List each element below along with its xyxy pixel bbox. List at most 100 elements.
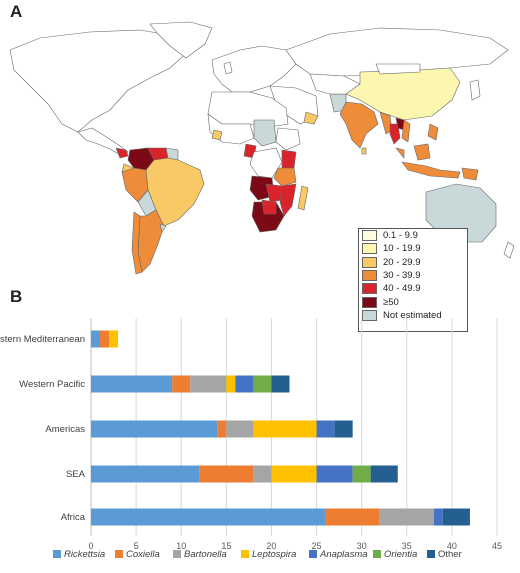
legend-label: 20 - 29.9 xyxy=(383,256,421,268)
bar-segment xyxy=(217,420,227,438)
legend-label: 30 - 39.9 xyxy=(383,270,421,282)
legend-label: ≥50 xyxy=(383,296,399,308)
map-legend-item: 0.1 - 9.9 xyxy=(359,229,467,242)
map-uk xyxy=(223,61,233,75)
map-legend-item: 40 - 49.9 xyxy=(359,282,467,295)
category-label: SEA xyxy=(66,469,86,480)
category-label: Americas xyxy=(45,424,85,435)
map-sri-lanka xyxy=(361,147,367,155)
map-australia xyxy=(425,183,497,243)
bar-segment xyxy=(316,420,335,438)
series-legend-label: Leptospira xyxy=(252,549,296,560)
x-tick-label: 40 xyxy=(447,541,457,551)
bar-segment xyxy=(316,465,353,483)
legend-label: 40 - 49.9 xyxy=(383,283,421,295)
map-legend-item: Not estimated xyxy=(359,309,467,322)
legend-swatch xyxy=(115,550,123,558)
bar-segment xyxy=(370,465,398,483)
map-indonesia xyxy=(401,161,461,179)
bar-segment xyxy=(109,330,119,348)
legend-swatch xyxy=(427,550,435,558)
map-botswana xyxy=(261,199,277,215)
bar-segment xyxy=(91,465,200,483)
bar-segment xyxy=(271,465,317,483)
map-legend-item: 20 - 29.9 xyxy=(359,256,467,269)
series-legend-label: Bartonella xyxy=(184,549,227,560)
legend-swatch xyxy=(362,230,377,242)
map-thailand xyxy=(389,123,401,145)
map-legend: 0.1 - 9.9 10 - 19.9 20 - 29.9 30 - 39.9 … xyxy=(358,228,468,332)
map-north-america xyxy=(9,29,191,133)
legend-swatch xyxy=(362,296,377,308)
bar-segment xyxy=(442,508,470,526)
world-map-svg xyxy=(9,21,515,275)
legend-label: Not estimated xyxy=(383,309,442,321)
x-tick-label: 5 xyxy=(134,541,139,551)
map-legend-item: ≥50 xyxy=(359,295,467,308)
map-chile xyxy=(131,211,143,275)
category-label: Western Pacific xyxy=(19,379,85,390)
map-japan xyxy=(469,79,481,101)
legend-swatch xyxy=(53,550,61,558)
panel-a-label: A xyxy=(10,2,23,21)
bar-segment xyxy=(100,330,110,348)
bar-segment xyxy=(352,465,371,483)
bar-segment xyxy=(325,508,380,526)
bar-segment xyxy=(172,375,191,393)
legend-swatch xyxy=(173,550,181,558)
legend-swatch xyxy=(362,243,377,255)
bar-segment xyxy=(226,375,236,393)
bar-segment xyxy=(235,375,254,393)
panel-b-label: B xyxy=(10,287,23,306)
bar-segment xyxy=(334,420,353,438)
bar-segment xyxy=(271,375,290,393)
bar-chart-svg: 0 5 10 15 20 25 30 35 40 45 Eastern Mediterranean W… xyxy=(0,318,502,560)
bar-segment xyxy=(91,330,101,348)
x-tick-label: 25 xyxy=(312,541,322,551)
bar-segment xyxy=(226,420,254,438)
legend-label: 0.1 - 9.9 xyxy=(383,230,418,242)
map-central-africa xyxy=(253,119,277,147)
x-tick-label: 45 xyxy=(492,541,502,551)
x-tick-label: 0 xyxy=(88,541,93,551)
x-tick-label: 10 xyxy=(176,541,186,551)
legend-swatch xyxy=(362,309,377,321)
map-india xyxy=(339,101,379,149)
bar-segment xyxy=(253,465,272,483)
bar-segment xyxy=(199,465,254,483)
series-legend-label: Orientia xyxy=(384,549,417,560)
x-tick-label: 20 xyxy=(266,541,276,551)
bar-segment xyxy=(253,420,317,438)
bar-segment xyxy=(379,508,434,526)
legend-swatch xyxy=(373,550,381,558)
bar-segment xyxy=(91,508,326,526)
bar-segment xyxy=(253,375,272,393)
map-borneo xyxy=(413,143,431,161)
world-map xyxy=(0,20,520,282)
bar-segment xyxy=(433,508,443,526)
x-tick-label: 35 xyxy=(402,541,412,551)
map-uruguay xyxy=(159,223,167,233)
map-greenland xyxy=(149,21,213,59)
stacked-bar-chart: 0 5 10 15 20 25 30 35 40 45 Eastern Mediterranean W… xyxy=(0,318,520,568)
bar-segment xyxy=(190,375,227,393)
map-png xyxy=(461,167,479,181)
map-west-africa-country xyxy=(211,129,223,141)
legend-swatch xyxy=(362,283,377,295)
map-malaysia xyxy=(395,147,405,159)
map-ethiopia xyxy=(275,127,301,151)
map-china xyxy=(345,67,461,121)
bar-segment xyxy=(91,375,173,393)
bar-segment xyxy=(91,420,218,438)
legend-swatch xyxy=(362,256,377,268)
map-legend-item: 30 - 39.9 xyxy=(359,269,467,282)
map-legend-item: 10 - 19.9 xyxy=(359,242,467,255)
map-mongolia xyxy=(375,63,421,75)
map-new-zealand xyxy=(503,241,515,259)
legend-swatch xyxy=(309,550,317,558)
series-legend-label: Coxiella xyxy=(126,549,160,560)
legend-swatch xyxy=(362,270,377,282)
series-legend-label: Other xyxy=(438,549,462,560)
map-oman xyxy=(303,111,319,125)
map-madagascar xyxy=(297,185,309,211)
